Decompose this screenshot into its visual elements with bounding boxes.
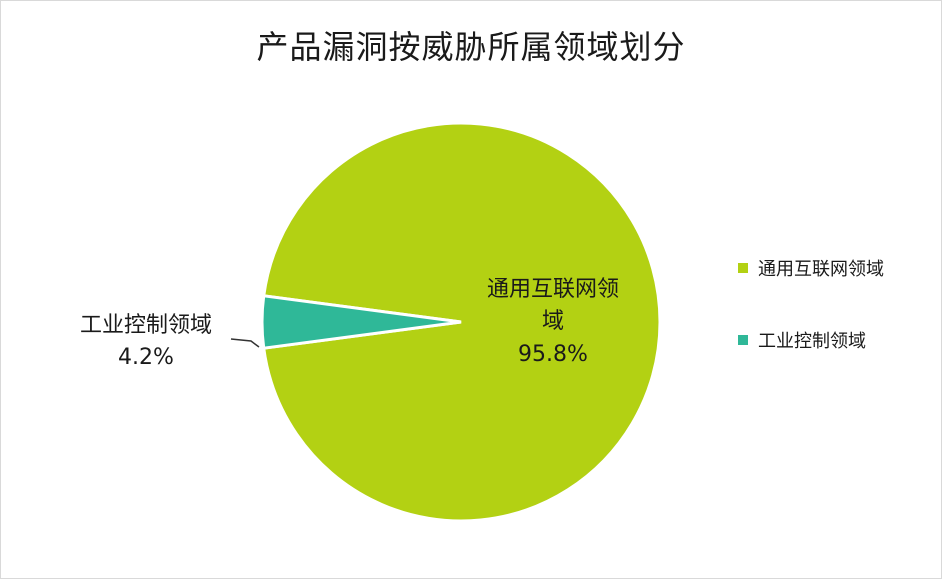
legend-swatch-industrial-control [738, 335, 748, 345]
legend-swatch-general-internet [738, 263, 748, 273]
legend-label: 工业控制领域 [758, 331, 866, 352]
legend-item-industrial-control: 工业控制领域 [738, 322, 884, 358]
legend: 通用互联网领域 工业控制领域 [738, 250, 884, 394]
data-label-general-internet-name: 域 [542, 309, 564, 334]
data-label-general-internet-name: 通用互联网领 [487, 277, 619, 302]
data-label-general-internet-value: 95.8% [518, 342, 588, 367]
pie-slice-industrial-control [260, 294, 462, 350]
legend-item-general-internet: 通用互联网领域 [738, 250, 884, 286]
leader-line-industrial-control [230, 338, 260, 348]
data-label-industrial-control-name: 工业控制领域 [80, 313, 212, 338]
data-label-industrial-control-value: 4.2% [118, 345, 174, 370]
pie-slice-general-internet [262, 121, 662, 523]
legend-label: 通用互联网领域 [758, 259, 884, 280]
chart-title: 产品漏洞按威胁所属领域划分 [256, 28, 686, 66]
